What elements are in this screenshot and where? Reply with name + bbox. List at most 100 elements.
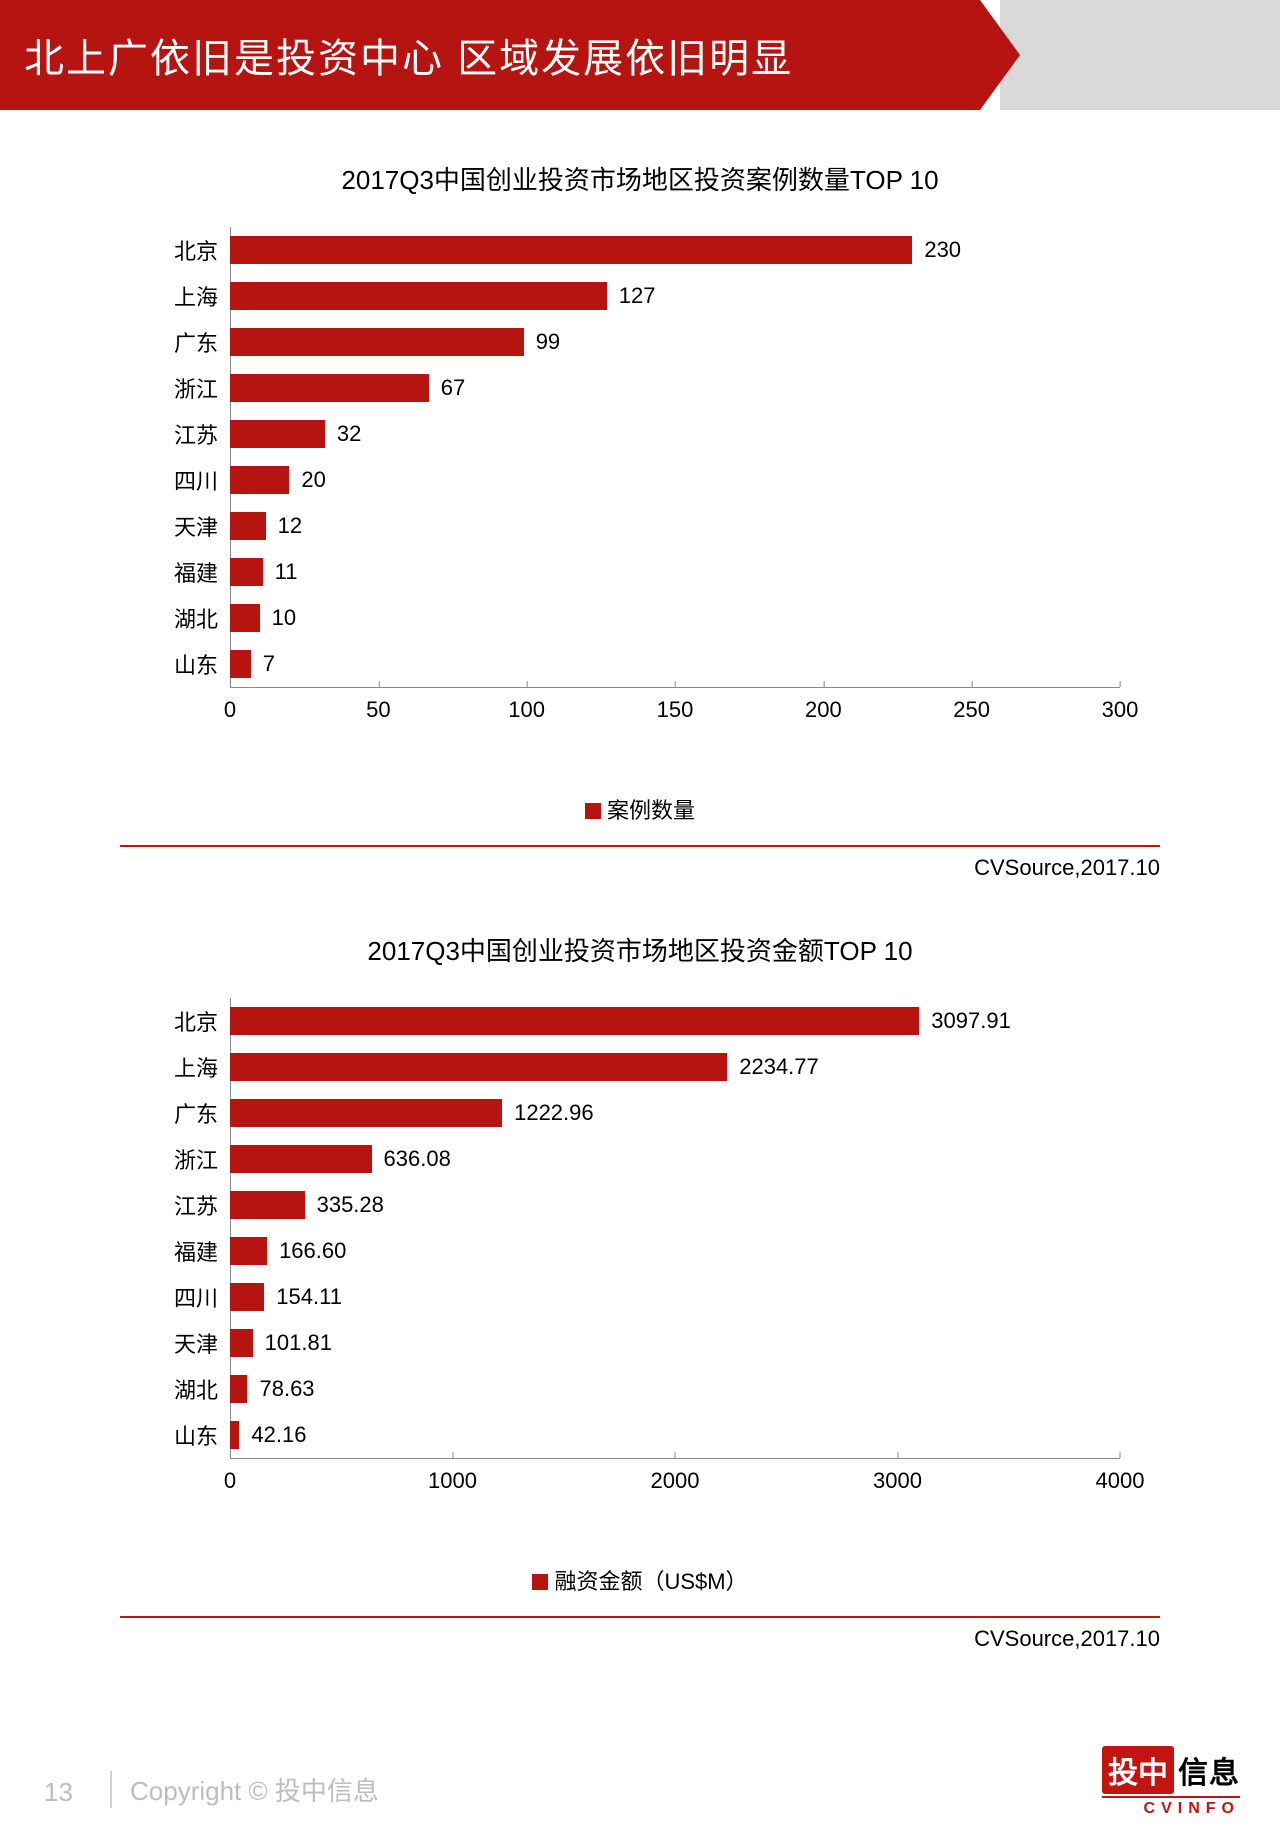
bar-row: 154.11 <box>230 1274 1120 1320</box>
bar-row: 12 <box>230 503 1120 549</box>
chart-amount-x-ticks: 01000200030004000 <box>230 1458 1120 1498</box>
bar <box>230 1099 502 1128</box>
bar <box>230 282 607 311</box>
bar-row: 11 <box>230 549 1120 595</box>
legend-label: 融资金额（US$M） <box>554 1569 747 1594</box>
category-label: 江苏 <box>120 411 230 457</box>
bar-row: 166.60 <box>230 1228 1120 1274</box>
legend-label: 案例数量 <box>607 798 695 823</box>
bar-row: 99 <box>230 319 1120 365</box>
logo-text: 信息 <box>1178 1748 1240 1792</box>
bar <box>230 1053 727 1082</box>
x-tick: 3000 <box>873 1458 922 1494</box>
chart-amount-plot: 北京上海广东浙江江苏福建四川天津湖北山东 3097.91 2234.771222.… <box>120 998 1160 1518</box>
bar <box>230 1375 247 1404</box>
x-tick: 100 <box>508 687 545 723</box>
x-tick: 50 <box>366 687 390 723</box>
bar-value-label: 3097.91 <box>931 1008 1011 1034</box>
bar-value-label: 67 <box>441 375 465 401</box>
chart-cases-y-labels: 北京上海广东浙江江苏四川天津福建湖北山东 <box>120 227 230 687</box>
category-label: 天津 <box>120 503 230 549</box>
bar-value-label: 32 <box>337 421 361 447</box>
bar-value-label: 12 <box>278 513 302 539</box>
page-header: 北上广依旧是投资中心 区域发展依旧明显 <box>0 0 1280 110</box>
bar <box>230 374 429 403</box>
chart-cases-plot: 北京上海广东浙江江苏四川天津福建湖北山东 230 127 99 67 32 20 12 11 1… <box>120 227 1160 747</box>
bar-value-label: 335.28 <box>317 1192 384 1218</box>
bar-row: 335.28 <box>230 1182 1120 1228</box>
x-tick: 200 <box>805 687 842 723</box>
bar <box>230 466 289 495</box>
bar <box>230 328 524 357</box>
category-label: 北京 <box>120 227 230 273</box>
header-tail <box>1000 0 1280 110</box>
x-tick: 0 <box>224 687 236 723</box>
chart-cases: 2017Q3中国创业投资市场地区投资案例数量TOP 10 北京上海广东浙江江苏四… <box>120 160 1160 881</box>
page-footer: 13 Copyright © 投中信息 投中信息 CVINFO <box>0 1748 1280 1818</box>
bar-value-label: 10 <box>272 605 296 631</box>
bar-row: 78.63 <box>230 1366 1120 1412</box>
chart-amount-title: 2017Q3中国创业投资市场地区投资金额TOP 10 <box>120 931 1160 968</box>
bar-row: 101.81 <box>230 1320 1120 1366</box>
bar-value-label: 7 <box>263 651 275 677</box>
category-label: 湖北 <box>120 595 230 641</box>
category-label: 江苏 <box>120 1182 230 1228</box>
category-label: 山东 <box>120 1412 230 1458</box>
bar-value-label: 166.60 <box>279 1238 346 1264</box>
chart-amount: 2017Q3中国创业投资市场地区投资金额TOP 10 北京上海广东浙江江苏福建四… <box>120 931 1160 1652</box>
category-label: 福建 <box>120 1228 230 1274</box>
logo-main: 投中信息 <box>1102 1746 1240 1794</box>
category-label: 天津 <box>120 1320 230 1366</box>
chart-amount-y-labels: 北京上海广东浙江江苏福建四川天津湖北山东 <box>120 998 230 1458</box>
bar <box>230 1283 264 1312</box>
bar-value-label: 230 <box>924 237 961 263</box>
x-tick: 0 <box>224 1458 236 1494</box>
bar-row: 67 <box>230 365 1120 411</box>
x-tick: 150 <box>657 687 694 723</box>
bar <box>230 1145 372 1174</box>
copyright: Copyright © 投中信息 <box>110 1771 379 1808</box>
x-tick: 2000 <box>651 1458 700 1494</box>
chart-cases-bars: 230 127 99 67 32 20 12 11 10 7 <box>230 227 1120 687</box>
bar-row: 636.08 <box>230 1136 1120 1182</box>
logo-box: 投中 <box>1102 1746 1174 1794</box>
bar-row: 2234.77 <box>230 1044 1120 1090</box>
chart-amount-legend: 融资金额（US$M） <box>120 1564 1160 1596</box>
x-tick: 4000 <box>1096 1458 1145 1494</box>
bar-value-label: 78.63 <box>259 1376 314 1402</box>
bar <box>230 420 325 449</box>
chart-amount-bars: 3097.91 2234.771222.96 636.08335.28 166.60 1… <box>230 998 1120 1458</box>
bar <box>230 1329 253 1358</box>
category-label: 四川 <box>120 457 230 503</box>
chart-cases-title: 2017Q3中国创业投资市场地区投资案例数量TOP 10 <box>120 160 1160 197</box>
page-number: 13 <box>44 1777 73 1808</box>
bar-value-label: 101.81 <box>265 1330 332 1356</box>
bar <box>230 604 260 633</box>
bar-value-label: 11 <box>275 559 298 585</box>
category-label: 山东 <box>120 641 230 687</box>
category-label: 福建 <box>120 549 230 595</box>
category-label: 北京 <box>120 998 230 1044</box>
bar <box>230 558 263 587</box>
bar <box>230 1421 239 1450</box>
bar-value-label: 20 <box>301 467 325 493</box>
bar-row: 230 <box>230 227 1120 273</box>
bar-row: 20 <box>230 457 1120 503</box>
logo-subtext: CVINFO <box>1102 1796 1240 1818</box>
bar-value-label: 99 <box>536 329 560 355</box>
category-label: 上海 <box>120 1044 230 1090</box>
bar <box>230 1237 267 1266</box>
bar-row: 1222.96 <box>230 1090 1120 1136</box>
legend-swatch-icon <box>532 1574 548 1590</box>
bar-value-label: 154.11 <box>276 1284 342 1310</box>
category-label: 上海 <box>120 273 230 319</box>
bar-value-label: 127 <box>619 283 656 309</box>
category-label: 广东 <box>120 1090 230 1136</box>
chart-cases-x-ticks: 050100150200250300 <box>230 687 1120 727</box>
chart-cases-legend: 案例数量 <box>120 793 1160 825</box>
bar-row: 127 <box>230 273 1120 319</box>
bar-value-label: 42.16 <box>251 1422 306 1448</box>
category-label: 四川 <box>120 1274 230 1320</box>
bar-value-label: 636.08 <box>384 1146 451 1172</box>
category-label: 浙江 <box>120 1136 230 1182</box>
